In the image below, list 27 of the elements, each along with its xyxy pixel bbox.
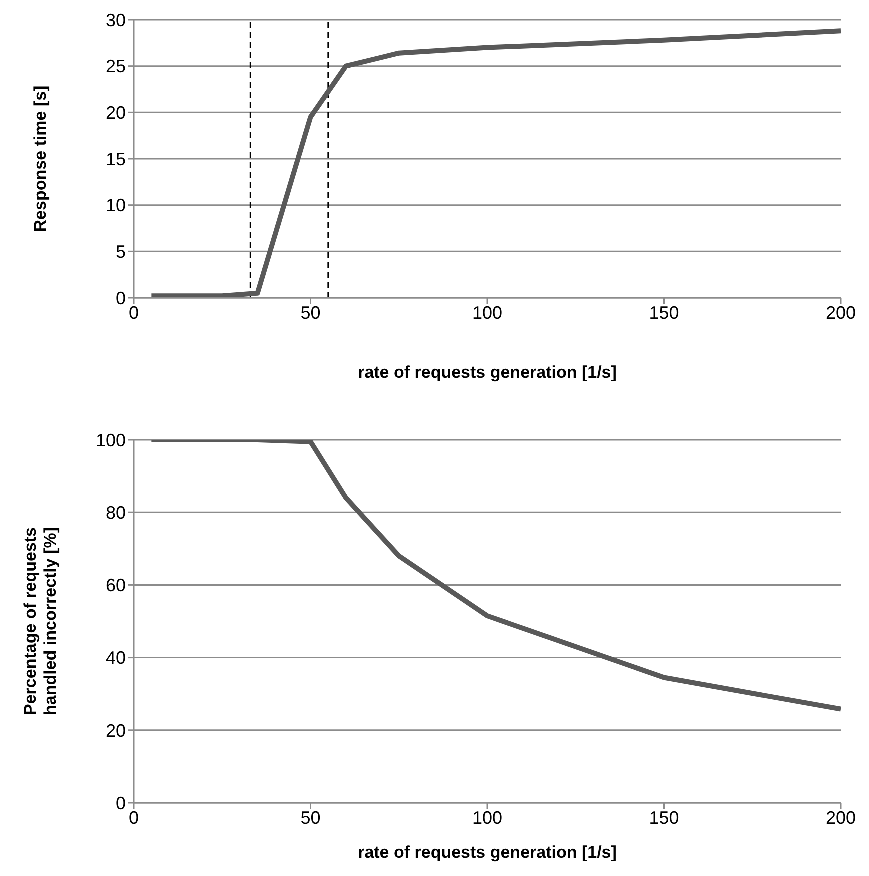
x-tick-label: 50 [300, 302, 321, 323]
y-tick-label: 30 [106, 10, 126, 30]
x-tick-label: 100 [472, 302, 503, 323]
x-axis-title: rate of requests generation [1/s] [358, 363, 617, 382]
y-tick-label: 20 [106, 103, 126, 124]
y-tick-label: 100 [96, 430, 126, 450]
y-tick-label: 15 [106, 149, 126, 170]
x-tick-label: 50 [300, 808, 321, 828]
y-tick-label: 10 [106, 196, 126, 216]
y-tick-label: 0 [116, 288, 126, 308]
x-tick-label: 200 [826, 808, 856, 828]
y-tick-label: 0 [116, 793, 126, 814]
y-axis-title: Response time [s] [31, 86, 50, 232]
x-tick-label: 150 [649, 302, 680, 323]
x-tick-label: 150 [649, 808, 680, 828]
x-tick-label: 200 [826, 302, 856, 323]
y-tick-label: 5 [116, 242, 126, 262]
y-tick-label: 40 [106, 648, 126, 668]
y-tick-label: 60 [106, 576, 126, 596]
y-axis-title: Percentage of requests handled incorrectly [%] [21, 527, 60, 716]
y-tick-label: 25 [106, 56, 126, 77]
x-tick-label: 100 [472, 808, 503, 828]
x-axis-title: rate of requests generation [1/s] [358, 843, 617, 862]
x-tick-label: 0 [128, 808, 140, 828]
x-tick-label: 0 [128, 302, 140, 323]
y-tick-label: 20 [106, 720, 126, 741]
y-tick-label: 80 [106, 502, 126, 523]
